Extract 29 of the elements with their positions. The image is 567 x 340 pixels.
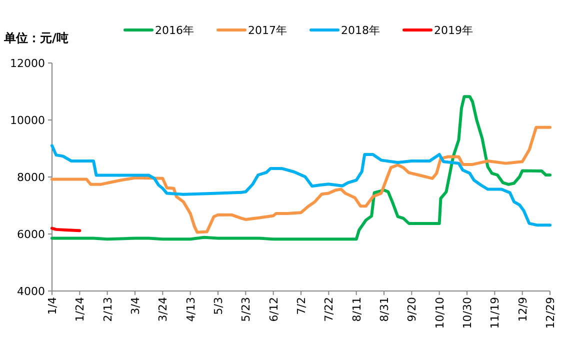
legend-label: 2016年 [155, 24, 194, 37]
x-tick-label: 6/12 [267, 297, 280, 322]
x-tick-label: 1/4 [46, 297, 59, 315]
y-tick-label: 4000 [17, 285, 45, 298]
x-tick-label: 4/13 [184, 297, 198, 322]
y-tick-label: 8000 [17, 171, 45, 184]
legend-label: 2019年 [434, 24, 473, 37]
x-tick-label: 5/3 [212, 297, 225, 315]
legend-label: 2017年 [248, 24, 287, 37]
y-tick-label: 6000 [17, 228, 45, 241]
x-tick-label: 8/31 [378, 297, 391, 322]
x-tick-label: 10/10 [433, 297, 446, 329]
legend-label: 2018年 [341, 24, 380, 37]
x-tick-label: 2/13 [101, 297, 114, 322]
y-tick-label: 10000 [10, 114, 45, 127]
y-tick-label: 12000 [10, 57, 45, 70]
x-tick-label: 7/2 [295, 297, 308, 315]
x-tick-label: 7/22 [322, 297, 336, 322]
x-tick-label: 3/24 [156, 297, 170, 322]
x-tick-label: 9/20 [406, 297, 419, 322]
y-axis-title: 单位：元/吨 [3, 31, 68, 45]
x-tick-label: 1/24 [74, 297, 87, 322]
x-tick-label: 12/29 [544, 297, 557, 329]
x-tick-label: 8/11 [350, 297, 364, 322]
x-tick-label: 10/30 [461, 297, 474, 329]
x-tick-label: 12/9 [516, 297, 530, 322]
x-tick-label: 3/4 [129, 297, 142, 315]
x-tick-label: 5/23 [240, 297, 253, 322]
x-tick-label: 11/19 [488, 297, 502, 329]
